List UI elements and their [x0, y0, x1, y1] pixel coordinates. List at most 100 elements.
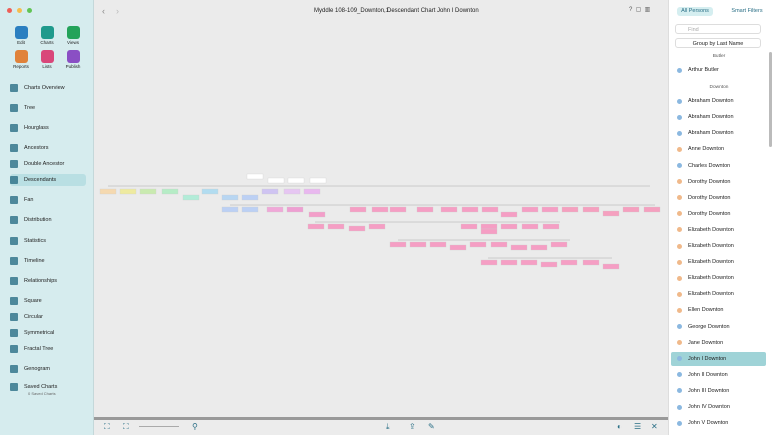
person-row[interactable]: John I Downton	[671, 351, 766, 366]
person-box[interactable]	[521, 223, 539, 230]
sidebar-item[interactable]: Charts Overview	[10, 82, 86, 94]
back-button[interactable]: ‹	[102, 6, 105, 16]
scrollbar[interactable]	[94, 417, 668, 420]
person-box[interactable]	[582, 206, 600, 213]
edit-button[interactable]: ✎	[428, 422, 435, 431]
person-row[interactable]: Jane Downton	[671, 336, 766, 350]
person-box[interactable]	[540, 261, 558, 268]
person-box[interactable]	[246, 173, 264, 180]
person-box[interactable]	[521, 206, 539, 213]
person-row[interactable]: Arthur Butler	[671, 63, 766, 77]
sidebar-item[interactable]: Distribution	[10, 214, 86, 226]
person-box[interactable]	[349, 206, 367, 213]
sidebar-item[interactable]: Descendants	[10, 174, 86, 186]
tab[interactable]: Smart Filters	[731, 8, 763, 14]
person-box[interactable]	[500, 223, 518, 230]
person-row[interactable]: John III Downton	[671, 384, 766, 398]
person-box[interactable]	[389, 241, 407, 248]
person-box[interactable]	[622, 206, 640, 213]
person-box[interactable]	[221, 194, 239, 201]
person-box[interactable]	[602, 263, 620, 270]
person-box[interactable]	[440, 206, 458, 213]
person-box[interactable]	[429, 241, 447, 248]
person-box[interactable]	[286, 206, 304, 213]
person-box[interactable]	[480, 223, 498, 230]
person-box[interactable]	[582, 259, 600, 266]
person-box[interactable]	[303, 188, 321, 195]
tools-button[interactable]: ✕	[651, 422, 658, 431]
toolbar-button[interactable]	[14, 50, 28, 63]
sidebar-item[interactable]: Circular	[10, 311, 86, 323]
person-box[interactable]	[560, 259, 578, 266]
person-row[interactable]: Elizabeth Downton	[671, 239, 766, 253]
person-box[interactable]	[500, 211, 518, 218]
person-row[interactable]: Dorothy Downton	[671, 191, 766, 205]
person-box[interactable]	[530, 244, 548, 251]
person-row[interactable]: Elizabeth Downton	[671, 271, 766, 285]
person-box[interactable]	[469, 241, 487, 248]
sidebar-item[interactable]: Saved Charts	[10, 381, 86, 393]
person-box[interactable]	[643, 206, 661, 213]
group-by-select[interactable]: Group by Last Name	[675, 38, 761, 48]
sidebar-item[interactable]: Hourglass	[10, 122, 86, 134]
person-row[interactable]: Abraham Downton	[671, 110, 766, 124]
person-box[interactable]	[266, 206, 284, 213]
person-box[interactable]	[221, 206, 239, 213]
person-box[interactable]	[182, 194, 200, 201]
person-box[interactable]	[561, 206, 579, 213]
person-box[interactable]	[480, 228, 498, 235]
toolbar-button[interactable]	[14, 26, 28, 39]
person-box[interactable]	[409, 241, 427, 248]
person-row[interactable]: Elizabeth Downton	[671, 223, 766, 237]
person-box[interactable]	[283, 188, 301, 195]
person-row[interactable]: Elizabeth Downton	[671, 255, 766, 269]
person-box[interactable]	[368, 223, 386, 230]
person-box[interactable]	[461, 206, 479, 213]
forward-button[interactable]: ›	[116, 6, 119, 16]
sidebar-item[interactable]: Relationships	[10, 275, 86, 287]
person-box[interactable]	[542, 223, 560, 230]
person-box[interactable]	[490, 241, 508, 248]
person-box[interactable]	[510, 244, 528, 251]
person-row[interactable]: Abraham Downton	[671, 126, 766, 140]
style-button[interactable]: ◐	[617, 422, 622, 431]
person-box[interactable]	[348, 225, 366, 232]
person-box[interactable]	[309, 177, 327, 184]
person-box[interactable]	[389, 206, 407, 213]
person-row[interactable]: Dorothy Downton	[671, 175, 766, 189]
person-box[interactable]	[327, 223, 345, 230]
person-row[interactable]: John IV Downton	[671, 400, 766, 414]
person-box[interactable]	[261, 188, 279, 195]
person-row[interactable]: Dorothy Downton	[671, 207, 766, 221]
zoom-fit-button[interactable]: ⛶	[123, 422, 129, 431]
sidebar-item[interactable]: Tree	[10, 102, 86, 114]
person-row[interactable]: Anne Downton	[671, 142, 766, 156]
sidebar-item[interactable]: Ancestors	[10, 142, 86, 154]
sidebar-item[interactable]: Square	[10, 295, 86, 307]
sidebar-item[interactable]: Genogram	[10, 363, 86, 375]
person-box[interactable]	[267, 177, 285, 184]
options-button[interactable]: ☰	[634, 422, 642, 431]
person-box[interactable]	[371, 206, 389, 213]
sidebar-item[interactable]: Double Ancestor	[10, 158, 86, 170]
zoom-button[interactable]	[27, 8, 32, 13]
fit-button[interactable]: ⛶	[104, 422, 110, 431]
sidebar-item[interactable]: Timeline	[10, 255, 86, 267]
person-box[interactable]	[480, 259, 498, 266]
window-icons[interactable]: ? ▢ ▥	[629, 7, 651, 13]
person-box[interactable]	[520, 259, 538, 266]
search-button[interactable]: ⚲	[192, 422, 198, 431]
zoom-slider[interactable]	[139, 426, 179, 427]
person-row[interactable]: Charles Downton	[671, 159, 766, 173]
person-row[interactable]: John II Downton	[671, 368, 766, 382]
person-box[interactable]	[119, 188, 137, 195]
sidebar-item[interactable]: Fan	[10, 194, 86, 206]
person-row[interactable]: Abraham Downton	[671, 94, 766, 108]
person-box[interactable]	[308, 211, 326, 218]
person-box[interactable]	[287, 177, 305, 184]
person-box[interactable]	[161, 188, 179, 195]
person-box[interactable]	[307, 223, 325, 230]
person-box[interactable]	[481, 206, 499, 213]
toolbar-button[interactable]	[40, 50, 54, 63]
sidebar-item[interactable]: Statistics	[10, 235, 86, 247]
